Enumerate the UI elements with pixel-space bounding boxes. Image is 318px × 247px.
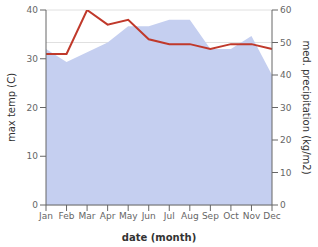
- svg-text:date (month): date (month): [122, 232, 196, 243]
- svg-text:Sep: Sep: [202, 211, 219, 221]
- svg-text:Mar: Mar: [79, 211, 96, 221]
- svg-text:Apr: Apr: [100, 211, 116, 221]
- svg-text:10: 10: [27, 151, 39, 161]
- svg-text:Aug: Aug: [181, 211, 199, 221]
- svg-text:0: 0: [280, 200, 286, 210]
- svg-text:May: May: [119, 211, 138, 221]
- svg-text:40: 40: [280, 70, 292, 80]
- svg-text:Nov: Nov: [243, 211, 261, 221]
- svg-text:30: 30: [280, 103, 292, 113]
- svg-text:Jan: Jan: [38, 211, 53, 221]
- svg-text:Jul: Jul: [163, 211, 175, 221]
- svg-text:60: 60: [280, 5, 292, 15]
- svg-text:Feb: Feb: [59, 211, 75, 221]
- svg-text:Jun: Jun: [141, 211, 156, 221]
- svg-text:40: 40: [27, 5, 39, 15]
- svg-text:max temp (C): max temp (C): [8, 73, 17, 142]
- svg-text:50: 50: [280, 38, 292, 48]
- svg-text:20: 20: [27, 103, 39, 113]
- svg-text:med. precipitation (kg/m2): med. precipitation (kg/m2): [301, 40, 310, 174]
- svg-text:Oct: Oct: [223, 211, 239, 221]
- svg-text:30: 30: [27, 54, 39, 64]
- svg-text:20: 20: [280, 135, 292, 145]
- svg-text:0: 0: [32, 200, 38, 210]
- svg-text:Dec: Dec: [263, 211, 280, 221]
- svg-text:10: 10: [280, 168, 292, 178]
